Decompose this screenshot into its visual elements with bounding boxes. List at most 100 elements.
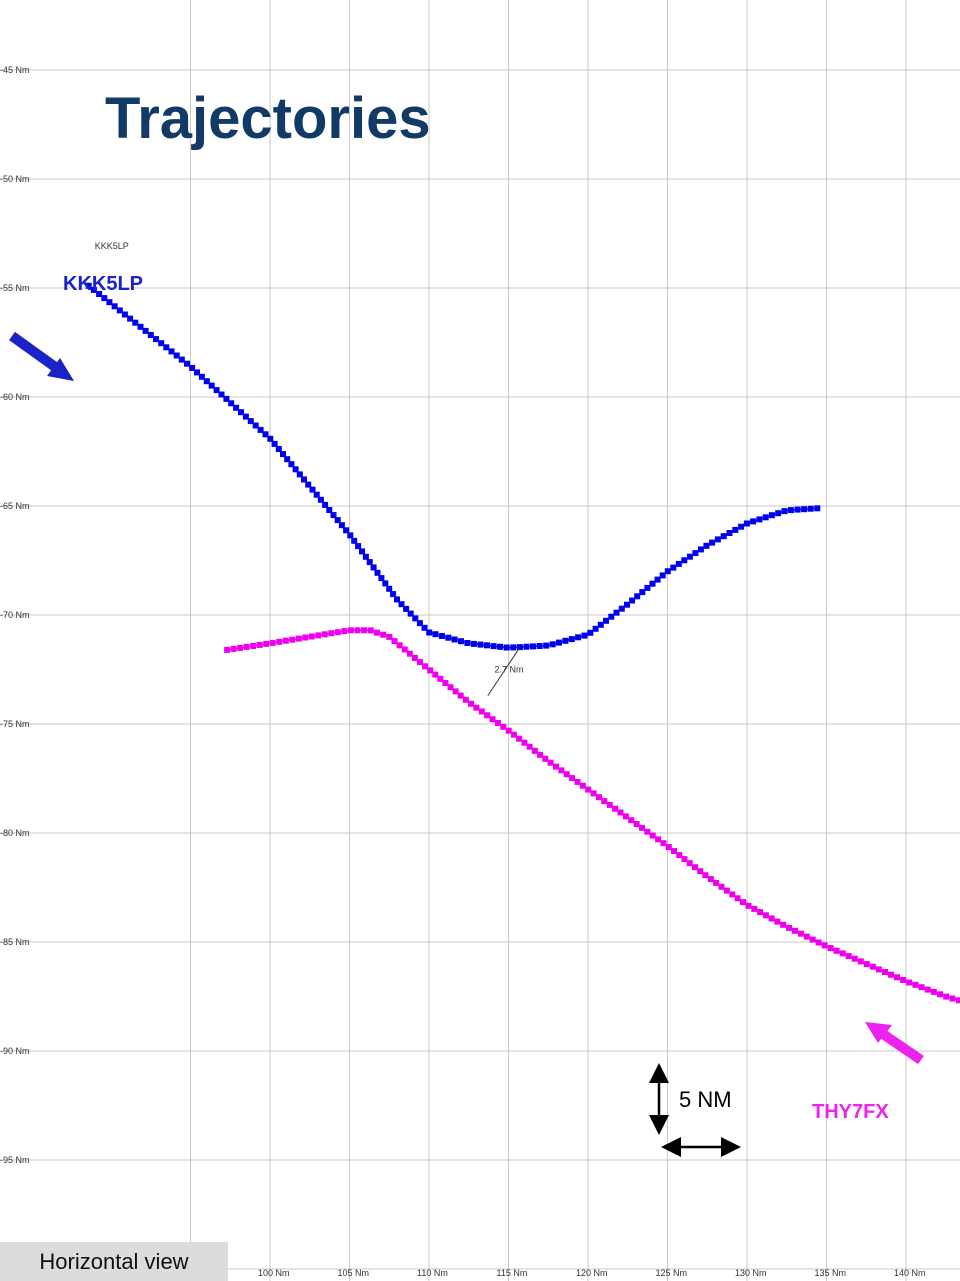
trajectory-point	[536, 643, 543, 649]
trajectory-point	[184, 360, 190, 367]
trajectory-point	[451, 636, 458, 643]
trajectory-point	[774, 918, 781, 925]
trajectory-point	[341, 628, 348, 635]
trajectory-point	[242, 413, 249, 420]
trajectory-point	[484, 642, 490, 649]
trajectory-point	[386, 633, 393, 640]
trajectory-point	[547, 759, 554, 766]
trajectory-point	[692, 864, 698, 871]
trajectory-point	[334, 517, 341, 524]
trajectory-point	[142, 327, 149, 334]
y-tick-label: -75 Nm	[0, 719, 30, 729]
trajectory-point	[470, 640, 477, 647]
trajectory-point	[250, 642, 257, 649]
trajectory-point	[386, 585, 393, 592]
y-tick-label: -60 Nm	[0, 392, 30, 402]
trajectory-point	[262, 431, 269, 438]
trajectory-point	[530, 643, 536, 650]
trajectory-point	[697, 546, 704, 553]
x-tick-label: 100 Nm	[258, 1268, 290, 1278]
trajectory-point	[644, 828, 651, 835]
trajectory-point	[282, 637, 289, 644]
trajectory-point	[659, 572, 666, 579]
trajectory-point	[633, 821, 640, 827]
kkk5lp-label: KKK5LP	[63, 273, 143, 295]
trajectory-point	[681, 557, 688, 564]
trajectory-point	[338, 522, 345, 529]
trajectory-point	[238, 409, 244, 416]
trajectory-point	[649, 832, 656, 839]
trajectory-point	[814, 505, 821, 512]
trajectory-point	[639, 824, 645, 831]
x-tick-label: 115 Nm	[497, 1268, 528, 1278]
trajectory-point	[622, 813, 629, 820]
trajectory-point	[477, 641, 484, 648]
trajectory-point	[875, 966, 882, 973]
y-tick-label: -90 Nm	[0, 1046, 30, 1056]
trajectory-point	[351, 537, 358, 544]
trajectory-point	[516, 644, 523, 651]
trajectory-point	[563, 771, 570, 778]
trajectory-point	[608, 613, 615, 620]
trajectory-point	[308, 633, 315, 640]
trajectory-point	[271, 440, 278, 447]
trajectory-point	[416, 620, 423, 627]
trajectory-point	[500, 723, 507, 730]
trajectory-point	[649, 580, 656, 587]
trajectory-point	[228, 400, 235, 407]
trajectory-point	[526, 743, 533, 750]
trajectory-point	[597, 621, 604, 628]
trajectory-point	[359, 548, 365, 555]
trajectory-point	[275, 446, 282, 452]
trajectory-point	[579, 782, 586, 789]
trajectory-point	[751, 905, 758, 912]
trajectory-point	[407, 610, 414, 617]
trajectory-point	[628, 817, 635, 824]
trajectory-point	[912, 981, 919, 988]
trajectory-point	[888, 971, 894, 978]
trajectory-point	[543, 642, 550, 649]
view-mode-label: Horizontal view	[0, 1242, 228, 1281]
trajectory-point	[732, 526, 739, 533]
trajectory-point	[269, 639, 276, 646]
trajectory-point	[681, 856, 688, 863]
trajectory-point	[289, 636, 296, 643]
trajectory-point	[412, 615, 419, 622]
trajectory-point	[629, 597, 636, 604]
trajectory-point	[664, 568, 671, 575]
trajectory-point	[634, 593, 641, 600]
trajectory-point	[523, 643, 530, 650]
trajectory-point	[213, 387, 220, 394]
trajectory-point	[401, 646, 408, 653]
separation-distance-label: 2.7 Nm	[495, 665, 524, 675]
trajectory-point	[280, 451, 286, 458]
x-tick-label: 105 Nm	[338, 1268, 370, 1278]
trajectory-point	[590, 790, 597, 797]
trajectory-point	[267, 435, 274, 442]
scale-label: 5 NM	[679, 1087, 732, 1112]
trajectory-point	[709, 539, 716, 546]
trajectory-point	[521, 739, 528, 746]
trajectory-point	[218, 391, 225, 398]
trajectory-point	[374, 569, 381, 576]
trajectory-point	[194, 369, 200, 376]
trajectory-point	[955, 997, 960, 1004]
trajectory-point	[305, 481, 312, 488]
trajectory-point	[468, 700, 474, 707]
thy7fx-label: THY7FX	[812, 1101, 889, 1123]
trajectory-point	[90, 286, 97, 293]
trajectory-point	[601, 798, 608, 805]
trajectory-point	[675, 560, 682, 567]
trajectory-point	[309, 486, 316, 493]
trajectory-point	[762, 514, 769, 521]
trajectory-point	[930, 988, 937, 995]
trajectory-point	[380, 631, 387, 638]
trajectory-point	[718, 883, 725, 890]
trajectory-point	[168, 348, 175, 355]
trajectory-point	[734, 895, 741, 902]
trajectory-point	[354, 627, 361, 634]
scale-bar: 5 NM	[649, 1063, 741, 1157]
trajectory-point	[302, 634, 309, 641]
trajectory-point	[794, 506, 801, 513]
